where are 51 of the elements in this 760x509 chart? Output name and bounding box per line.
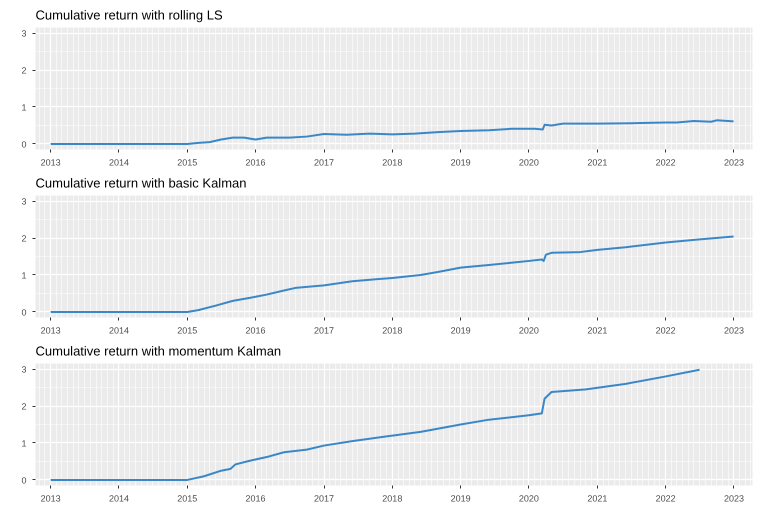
y-tick-label: 1 [21, 438, 27, 448]
x-tick-label: 2015 [177, 494, 198, 504]
line-series [50, 368, 701, 481]
x-tick-label: 2015 [177, 158, 198, 168]
y-tick-label: 2 [21, 234, 27, 244]
chart-title: Cumulative return with momentum Kalman [36, 344, 282, 358]
x-tick-label: 2020 [518, 494, 539, 504]
x-tick-label: 2016 [246, 494, 266, 504]
y-tick-label: 2 [21, 66, 27, 76]
line-series [50, 236, 735, 313]
x-tick-label: 2019 [450, 494, 471, 504]
x-tick-label: 2016 [246, 158, 266, 168]
x-tick-label: 2020 [518, 158, 539, 168]
x-tick-label: 2013 [40, 158, 61, 168]
y-tick-label: 3 [21, 28, 27, 39]
x-tick-label: 2014 [108, 326, 129, 336]
x-tick-label: 2014 [108, 158, 129, 168]
x-tick-label: 2018 [382, 494, 402, 504]
y-tick-label: 3 [21, 196, 27, 207]
x-tick-label: 2023 [724, 494, 744, 504]
line-series [50, 119, 735, 145]
x-tick-label: 2014 [108, 494, 129, 504]
x-tick-label: 2023 [724, 326, 744, 336]
x-tick-label: 2019 [450, 158, 471, 168]
x-tick-label: 2016 [246, 326, 266, 336]
y-tick-label: 1 [21, 270, 27, 280]
y-tick-label: 1 [21, 102, 27, 112]
x-tick-label: 2017 [314, 326, 334, 336]
x-tick-label: 2017 [314, 158, 334, 168]
x-tick-label: 2017 [314, 494, 334, 504]
x-tick-label: 2023 [724, 158, 744, 168]
y-tick-label: 0 [21, 139, 27, 150]
x-tick-label: 2018 [382, 158, 402, 168]
x-tick-label: 2019 [450, 326, 471, 336]
x-tick-label: 2013 [40, 494, 61, 504]
x-tick-label: 2013 [40, 326, 61, 336]
x-tick-label: 2021 [587, 494, 608, 504]
y-tick-label: 2 [21, 402, 27, 412]
y-tick-label: 3 [21, 364, 27, 375]
x-tick-label: 2020 [518, 326, 539, 336]
x-tick-label: 2015 [177, 326, 198, 336]
y-tick-label: 0 [21, 475, 27, 486]
x-tick-label: 2022 [656, 494, 676, 504]
chart-title: Cumulative return with basic Kalman [36, 176, 246, 190]
y-tick-label: 0 [21, 307, 27, 318]
x-tick-label: 2022 [656, 158, 676, 168]
x-tick-label: 2021 [587, 158, 608, 168]
chart-title: Cumulative return with rolling LS [36, 8, 223, 22]
x-tick-label: 2022 [656, 326, 676, 336]
x-tick-label: 2021 [587, 326, 608, 336]
x-tick-label: 2018 [382, 326, 402, 336]
